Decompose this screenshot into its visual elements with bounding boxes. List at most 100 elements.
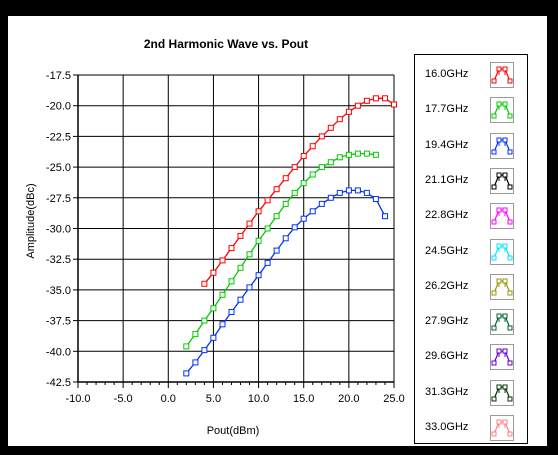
x-axis-label: Pout(dBm) (207, 425, 260, 437)
legend-label: 19.4GHz (425, 138, 469, 151)
series-16.0GHz (201, 95, 397, 287)
data-point (336, 189, 343, 196)
data-point (345, 108, 352, 115)
legend-swatch (490, 344, 514, 371)
y-tick-label: -30.0 (46, 224, 71, 236)
y-tick-label: -35.0 (46, 285, 71, 297)
legend-label: 16.0GHz (425, 68, 469, 80)
data-point (327, 159, 334, 166)
legend-swatch (490, 309, 514, 336)
legend-label: 27.9GHz (425, 315, 469, 328)
y-tick-label: -20.0 (46, 101, 71, 113)
data-point (246, 284, 253, 291)
chart-title: 2nd Harmonic Wave vs. Pout (144, 37, 308, 51)
data-point (183, 370, 190, 377)
legend-item: 16.0GHz (415, 59, 527, 93)
legend-label: 29.6GHz (425, 350, 469, 363)
legend-swatch (490, 62, 514, 88)
data-point (201, 317, 208, 324)
legend-label: 33.0GHz (425, 421, 469, 433)
data-point (309, 143, 316, 150)
data-point (228, 309, 235, 315)
legend: 16.0GHz 17.7GHz 19.4GHz 21.1GHz 22.8GHz 24.5G… (414, 54, 528, 444)
legend-label: 26.2GHz (425, 279, 469, 292)
y-tick-label: -37.5 (46, 316, 71, 328)
data-point (300, 153, 307, 159)
data-point (219, 291, 226, 298)
data-point (264, 259, 271, 266)
data-point (282, 200, 289, 207)
legend-item: 19.4GHz (415, 130, 527, 164)
x-tick-label: 5.0 (206, 393, 221, 405)
data-point (391, 101, 397, 108)
data-point (201, 347, 208, 354)
legend-item: 21.1GHz (415, 165, 527, 199)
legend-swatch (490, 167, 514, 194)
data-point (219, 321, 226, 328)
y-tick-label: -42.5 (46, 377, 71, 389)
data-point (345, 151, 352, 158)
data-point (291, 189, 298, 196)
legend-label: 17.7GHz (425, 103, 469, 116)
data-point (372, 151, 379, 158)
series-line (185, 152, 376, 347)
legend-item: 29.6GHz (415, 341, 527, 375)
legend-item: 17.7GHz (415, 94, 527, 128)
x-tick-label: 10.0 (248, 393, 269, 405)
data-point (237, 264, 244, 271)
data-point (264, 197, 271, 204)
data-point (354, 187, 361, 194)
axes: -10.0 -5.0 0.0 5.0 10.0 15.0 20.0 25.0 -17.5 -20.… (46, 70, 405, 405)
legend-swatch (490, 97, 514, 124)
data-point (273, 213, 280, 220)
data-point (237, 296, 244, 303)
data-point (336, 154, 343, 161)
data-point (192, 359, 199, 366)
x-tick-label: 0.0 (161, 393, 176, 405)
data-point (210, 305, 217, 312)
data-point (336, 116, 343, 123)
legend-item: 33.0GHz (415, 412, 527, 446)
data-point (318, 200, 325, 207)
data-point (382, 213, 388, 220)
data-point (363, 97, 370, 104)
legend-label: 24.5GHz (425, 244, 469, 257)
data-point (354, 150, 361, 157)
data-point (291, 224, 298, 231)
series-layer (183, 95, 397, 377)
data-point (255, 237, 262, 244)
legend-item: 31.3GHz (415, 377, 527, 411)
data-point (282, 235, 289, 242)
data-point (273, 186, 280, 193)
data-point (273, 247, 280, 254)
y-tick-label: -22.5 (46, 131, 71, 143)
legend-swatch (490, 273, 514, 300)
y-tick-label: -27.5 (46, 193, 71, 205)
legend-swatch (490, 203, 514, 230)
data-point (246, 220, 253, 227)
legend-label: 21.1GHz (425, 173, 469, 186)
data-point (255, 272, 262, 279)
legend-item: 24.5GHz (415, 236, 527, 270)
y-tick-label: -25.0 (46, 162, 71, 174)
data-point (309, 171, 316, 178)
data-point (300, 215, 307, 222)
legend-item: 26.2GHz (415, 271, 527, 305)
data-point (228, 278, 235, 285)
data-point (291, 164, 298, 171)
data-point (372, 95, 379, 102)
data-point (345, 187, 352, 194)
legend-swatch (490, 379, 514, 406)
data-point (228, 245, 235, 252)
y-tick-label: -17.5 (46, 70, 71, 82)
x-tick-label: 25.0 (383, 393, 404, 405)
legend-swatch (490, 238, 514, 265)
data-point (255, 208, 262, 215)
legend-label: 31.3GHz (425, 385, 469, 398)
data-point (201, 280, 208, 287)
x-tick-label: 15.0 (293, 393, 314, 405)
data-point (264, 225, 271, 232)
x-tick-label: -10.0 (65, 393, 90, 405)
grid (77, 74, 395, 383)
data-point (219, 257, 226, 264)
